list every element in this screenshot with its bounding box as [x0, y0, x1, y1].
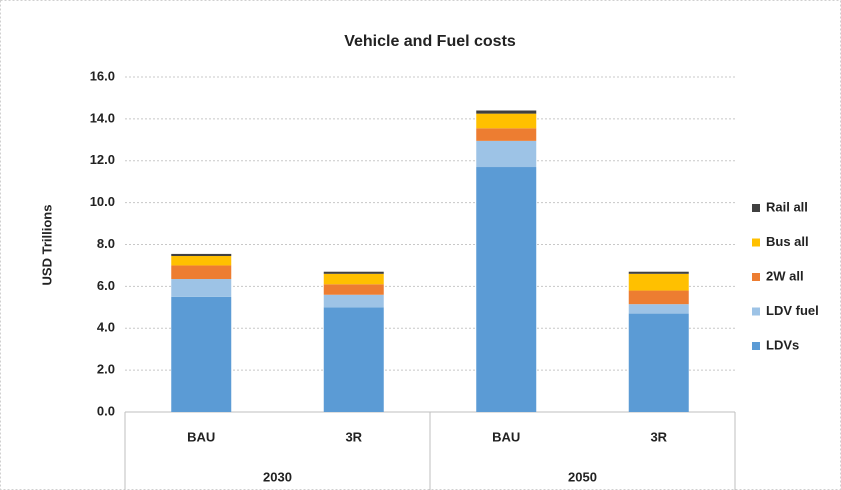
- y-tick-label: 6.0: [97, 278, 115, 293]
- legend-label: Rail all: [766, 199, 808, 214]
- y-tick-label: 12.0: [90, 152, 115, 167]
- bar-segment: [323, 273, 384, 285]
- x-tick-label: 3R: [650, 429, 667, 444]
- bar-segment: [628, 304, 689, 314]
- y-tick-label: 0.0: [97, 403, 115, 418]
- legend-label: LDV fuel: [766, 303, 819, 318]
- bar-segment: [171, 253, 232, 257]
- legend-label: LDVs: [766, 337, 799, 352]
- bar-segment: [323, 294, 384, 308]
- bar-segment: [476, 110, 537, 114]
- bar-segment: [323, 271, 384, 274]
- group-label: 2030: [263, 469, 292, 484]
- y-tick-label: 8.0: [97, 236, 115, 251]
- bar-segment: [628, 290, 689, 305]
- legend-swatch: [752, 342, 760, 350]
- legend-swatch: [752, 204, 760, 212]
- y-axis-label: USD Trillions: [39, 205, 54, 286]
- bar-segment: [323, 307, 384, 412]
- legend-swatch: [752, 238, 760, 247]
- y-tick-label: 16.0: [90, 68, 115, 83]
- bar-segment: [628, 271, 689, 274]
- y-tick-label: 14.0: [90, 110, 115, 125]
- group-label: 2050: [568, 469, 597, 484]
- x-tick-label: BAU: [492, 429, 520, 444]
- bar-segment: [476, 113, 537, 129]
- bar-segment: [171, 256, 232, 266]
- bar-segment: [476, 128, 537, 141]
- bar-segment: [476, 140, 537, 168]
- legend-swatch: [752, 307, 760, 316]
- x-tick-label: 3R: [345, 429, 362, 444]
- legend-label: Bus all: [766, 234, 809, 249]
- legend-swatch: [752, 273, 760, 281]
- bar-segment: [171, 265, 232, 280]
- bar-segment: [476, 167, 537, 412]
- bar-segment: [171, 296, 232, 412]
- bar-segment: [323, 284, 384, 295]
- y-tick-label: 2.0: [97, 362, 115, 377]
- x-tick-label: BAU: [187, 429, 215, 444]
- bar-segment: [171, 279, 232, 297]
- y-tick-label: 4.0: [97, 320, 115, 335]
- legend-label: 2W all: [766, 268, 804, 283]
- y-tick-label: 10.0: [90, 194, 115, 209]
- bar-segment: [628, 273, 689, 291]
- chart-title: Vehicle and Fuel costs: [344, 33, 516, 50]
- bar-segment: [628, 313, 689, 412]
